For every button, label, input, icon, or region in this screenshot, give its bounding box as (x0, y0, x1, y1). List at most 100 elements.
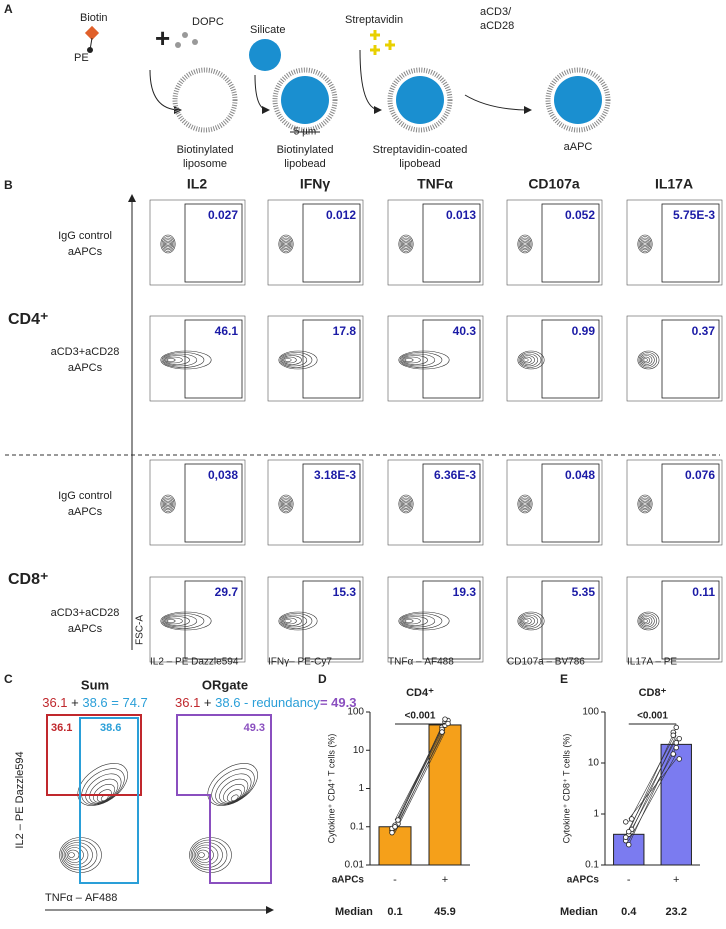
point (676, 756, 682, 762)
x-label: IL17A – PE (627, 657, 677, 668)
contour (162, 353, 198, 367)
contour (399, 236, 413, 252)
contour (522, 617, 532, 625)
row-label: aAPCs (68, 506, 103, 518)
contour (219, 778, 249, 804)
pair-line (394, 719, 446, 827)
contour (638, 236, 652, 252)
row-label: aCD3+aCD28 (51, 346, 120, 358)
contour (639, 614, 655, 628)
gate (184, 203, 243, 283)
contour (519, 614, 539, 628)
contour (398, 350, 450, 370)
gate (422, 463, 481, 543)
pair-line (628, 742, 677, 845)
contour (638, 352, 658, 368)
plot-frame (506, 459, 603, 546)
y-tick-label: 1 (593, 809, 599, 820)
contour (522, 356, 532, 364)
svg-text:+: + (155, 23, 170, 53)
column-header: CD107a (528, 176, 580, 192)
row-label: IgG control (58, 490, 112, 502)
contour (398, 611, 450, 631)
plot-frame (626, 199, 723, 286)
y-label: Cytokine⁺ CD8⁺ T cells (%) (561, 734, 571, 844)
contour (399, 352, 443, 368)
contour (641, 499, 649, 509)
plot-frame (626, 576, 723, 663)
caption: aAPC (564, 141, 593, 153)
contour (211, 768, 255, 806)
contour (284, 502, 288, 506)
gate (184, 463, 243, 543)
point (389, 829, 395, 836)
contour (278, 234, 294, 254)
contour (519, 237, 531, 251)
contour (193, 844, 219, 866)
plot-frame (267, 199, 364, 286)
contour (282, 616, 302, 626)
contour (166, 242, 170, 246)
y-tick-label: 1 (358, 783, 364, 794)
contour (283, 356, 297, 364)
contour (283, 500, 289, 508)
gate (422, 580, 481, 660)
contour (400, 614, 436, 628)
contour (278, 494, 294, 514)
contour (280, 353, 308, 367)
axis-label: IL2 – PE Dazzle594 (14, 751, 26, 848)
plot-frame (626, 459, 723, 546)
point (442, 716, 448, 722)
gate-value: 17.8 (333, 324, 357, 338)
contour (160, 350, 212, 370)
plot-title: ORgate (202, 677, 248, 692)
contour (282, 499, 290, 509)
contour (192, 842, 223, 868)
contour (521, 239, 529, 249)
gate-value: 49.3 (244, 722, 265, 734)
point (395, 817, 401, 823)
caption: liposome (183, 158, 227, 170)
equation-part: 36.1 (42, 695, 67, 710)
point (629, 816, 635, 822)
x-tick-label: + (442, 874, 448, 886)
point (439, 729, 445, 735)
median-value: 0.1 (387, 906, 402, 918)
contour (85, 773, 122, 805)
contour (517, 234, 533, 254)
plot-frame (506, 315, 603, 402)
pair-line (628, 732, 677, 823)
contour (519, 353, 539, 367)
contour (278, 611, 318, 631)
pair-line (628, 727, 677, 832)
row-label: IgG control (58, 230, 112, 242)
plot-frame (387, 315, 484, 402)
contour (519, 497, 531, 511)
equation-part: + (200, 695, 215, 710)
panel-letter: E (560, 672, 568, 686)
pair-line (394, 731, 446, 833)
contour (68, 852, 75, 858)
median-value: 45.9 (434, 906, 455, 918)
gate (661, 463, 720, 543)
y-tick-label: 10 (588, 758, 600, 769)
x-label: aAPCs (567, 875, 600, 886)
contour (641, 616, 653, 626)
contour (404, 619, 414, 623)
gate-value: 0.048 (565, 468, 595, 482)
contour (160, 234, 176, 254)
y-tick-label: 10 (353, 745, 365, 756)
point (673, 744, 679, 751)
chart-title: CD8⁺ (639, 687, 667, 699)
contour (81, 768, 125, 806)
gate (302, 463, 361, 543)
contour (166, 619, 176, 623)
gate (541, 319, 600, 399)
contour (65, 847, 84, 863)
contour (403, 356, 421, 364)
gate-value: 0.013 (446, 208, 476, 222)
contour (62, 842, 93, 868)
contour (89, 778, 119, 804)
median-label: Median (335, 906, 373, 918)
contour (518, 236, 532, 252)
